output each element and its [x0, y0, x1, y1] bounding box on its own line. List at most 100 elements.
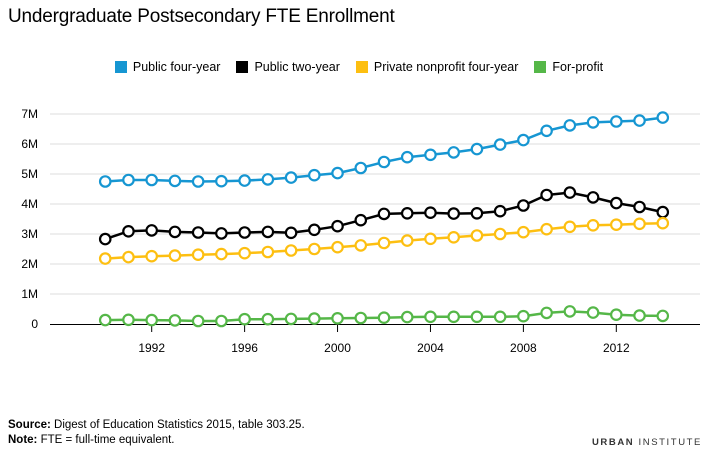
data-point [540, 124, 553, 138]
data-point [145, 173, 158, 187]
data-point [238, 312, 251, 326]
data-point [493, 138, 507, 151]
data-point [331, 219, 344, 233]
data-point [122, 313, 135, 327]
data-point [215, 174, 228, 188]
data-point [98, 252, 112, 265]
legend-item: For-profit [534, 60, 603, 74]
y-tick-label: 7M [21, 107, 38, 121]
data-point [540, 222, 553, 236]
data-point [517, 133, 530, 147]
data-point [656, 216, 670, 230]
data-point [424, 148, 437, 162]
data-point [610, 196, 623, 210]
data-point [284, 171, 298, 184]
note-line: Note: FTE = full-time equivalent. [8, 433, 305, 448]
data-point [261, 312, 275, 326]
y-tick-label: 4M [21, 197, 38, 211]
data-point [424, 310, 437, 324]
source-text: Digest of Education Statistics 2015, tab… [54, 419, 305, 431]
data-point [563, 119, 577, 132]
data-point [98, 232, 112, 246]
data-point [400, 310, 414, 324]
data-point [447, 207, 460, 220]
data-point [377, 311, 391, 324]
data-point [122, 173, 135, 187]
brand-bold: URBAN [591, 437, 635, 448]
data-point [377, 207, 391, 221]
data-point [354, 161, 368, 175]
data-point [610, 218, 623, 231]
source-line: Source: Digest of Education Statistics 2… [8, 418, 305, 433]
data-point [610, 308, 623, 321]
data-point [586, 306, 600, 319]
y-tick-label: 3M [21, 227, 38, 241]
data-point [517, 199, 530, 212]
data-point [470, 229, 484, 242]
data-point [191, 226, 205, 239]
data-point [377, 155, 391, 169]
data-point [191, 248, 205, 261]
data-point [517, 309, 530, 323]
data-point [308, 242, 321, 256]
data-point [354, 239, 368, 252]
brand-rest: INSTITUTE [638, 437, 702, 448]
data-point [447, 310, 460, 324]
data-point [261, 173, 275, 186]
data-point [284, 226, 298, 240]
legend-label: Public four-year [132, 60, 221, 74]
series-line [105, 116, 663, 183]
data-point [563, 220, 577, 234]
data-point [470, 142, 484, 156]
data-point [563, 186, 577, 199]
x-tick-label: 2012 [603, 341, 630, 355]
data-point [284, 312, 298, 326]
data-point [447, 146, 460, 159]
data-point [493, 310, 507, 324]
legend-item: Public four-year [114, 60, 221, 74]
data-point [586, 219, 600, 232]
data-point [424, 206, 437, 219]
data-point [145, 313, 158, 327]
data-point [238, 174, 251, 187]
data-point [215, 314, 228, 328]
data-point [633, 200, 646, 214]
data-point [633, 114, 646, 127]
data-point [610, 115, 623, 128]
x-tick-label: 2008 [510, 341, 537, 355]
series-points [98, 111, 670, 328]
data-point [377, 236, 391, 250]
data-point [331, 311, 344, 325]
data-point [191, 175, 205, 188]
data-point [540, 306, 553, 320]
data-point [331, 166, 344, 180]
data-point [447, 231, 460, 244]
y-tick-label: 0 [31, 317, 38, 331]
y-tick-label: 2M [21, 257, 38, 271]
x-tick-label: 2004 [417, 341, 444, 355]
data-point [633, 309, 646, 322]
data-point [308, 168, 321, 182]
data-point [400, 207, 414, 220]
data-point [145, 224, 158, 237]
legend-swatch [534, 61, 547, 73]
data-point [168, 249, 182, 262]
data-point [354, 213, 368, 227]
y-tick-label: 5M [21, 167, 38, 181]
data-point [470, 207, 484, 220]
data-point [656, 205, 670, 219]
data-point [215, 227, 228, 240]
data-point [238, 246, 251, 260]
data-point [168, 174, 182, 188]
data-point [261, 225, 275, 239]
x-tick-label: 1992 [138, 341, 165, 355]
note-text: FTE = full-time equivalent. [40, 434, 175, 446]
chart-title: Undergraduate Postsecondary FTE Enrollme… [8, 6, 395, 27]
data-point [354, 311, 368, 325]
legend-swatch [236, 61, 249, 73]
x-tick-label: 1996 [231, 341, 258, 355]
data-point [122, 225, 135, 238]
data-point [517, 225, 530, 239]
data-point [168, 225, 182, 239]
